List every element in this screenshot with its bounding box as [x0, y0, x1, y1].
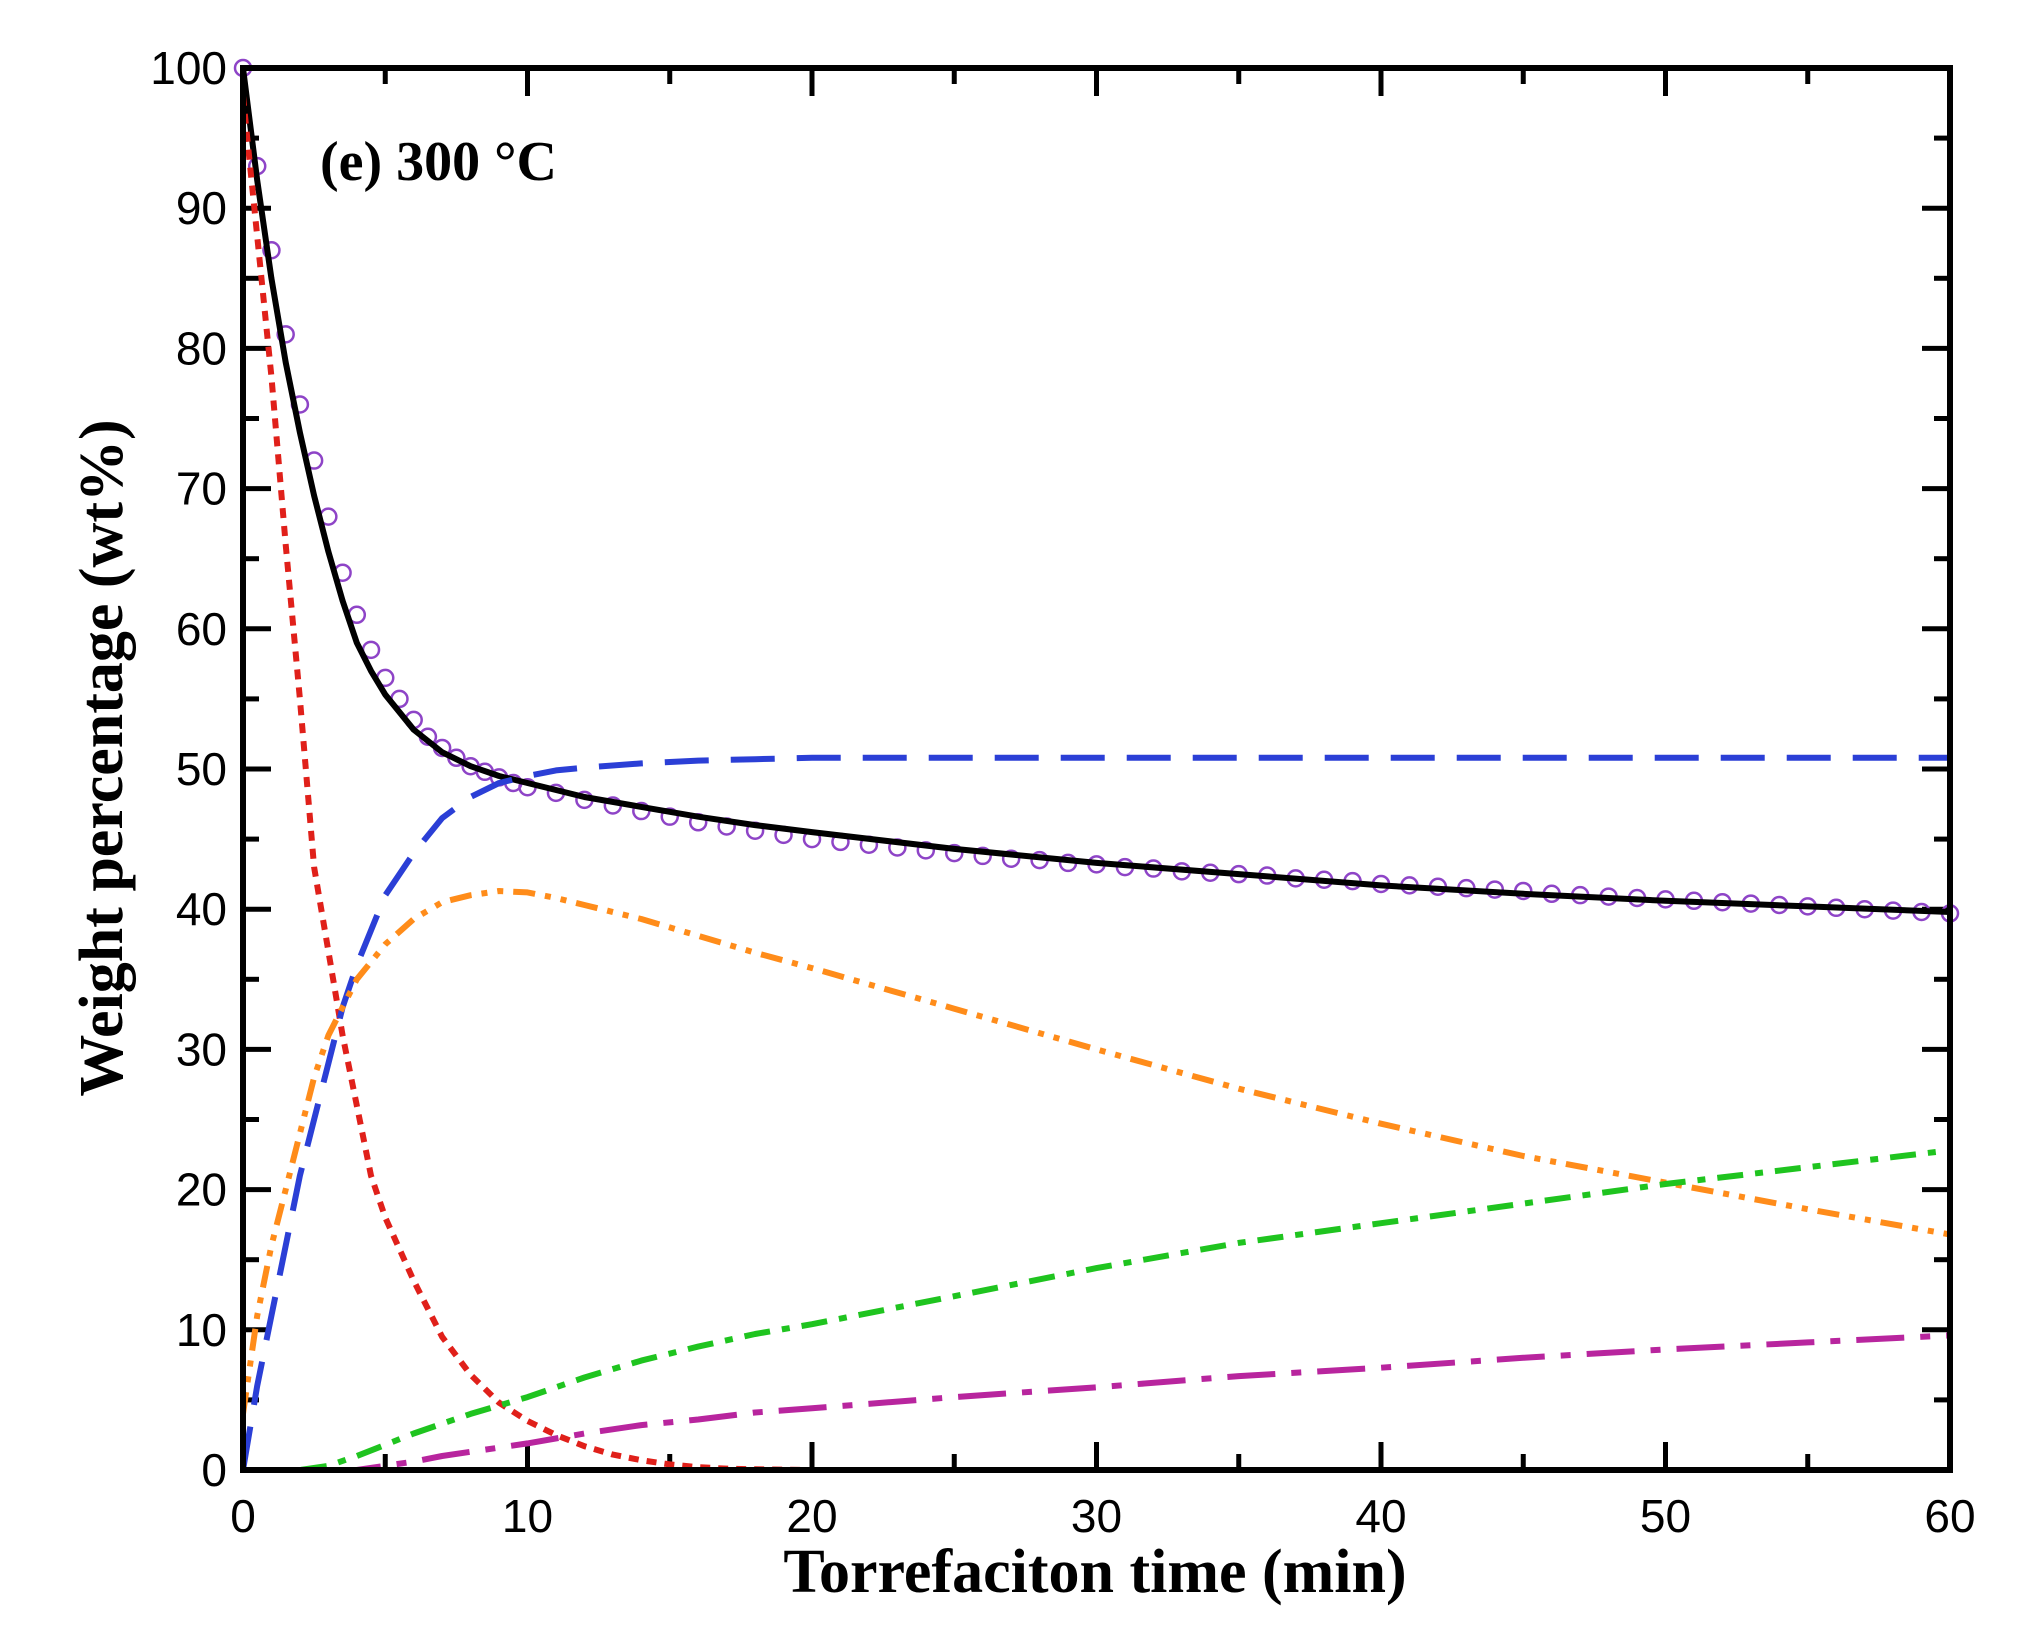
y-tick-label: 80 — [176, 322, 227, 374]
data-point — [660, 807, 679, 826]
y-tick-label: 70 — [176, 463, 227, 515]
y-tick-label: 100 — [150, 42, 227, 94]
data-point — [973, 846, 992, 866]
data-point — [945, 843, 964, 863]
y-tick-label: 20 — [176, 1164, 227, 1216]
x-axis-title: Torrefaciton time (min) — [783, 1538, 1406, 1606]
y-tick-label: 50 — [176, 743, 227, 795]
data-point — [1001, 849, 1021, 868]
x-tick-label: 10 — [502, 1490, 553, 1542]
y-tick-label: 30 — [176, 1023, 227, 1075]
series-line-intermediate — [240, 754, 1950, 1471]
series-line-volatile-1 — [240, 888, 1951, 1415]
series-line-char — [243, 1147, 1951, 1473]
data-point — [276, 325, 295, 344]
series-line-hemicellulose — [240, 95, 813, 1473]
y-tick-label: 10 — [176, 1304, 227, 1356]
plot-frame — [240, 65, 1953, 1473]
x-tick-label: 20 — [786, 1490, 837, 1542]
series-layer — [233, 58, 1960, 1473]
y-tick-label: 0 — [201, 1444, 227, 1496]
y-tick-label: 60 — [176, 603, 227, 655]
series-line-total-model- — [240, 67, 1951, 915]
x-tick-label: 30 — [1071, 1490, 1122, 1542]
y-axis-title: Weight percentage (wt%) — [68, 419, 136, 1096]
chart-annotation: (e) 300 °C — [320, 131, 557, 193]
y-tick-label: 90 — [176, 182, 227, 234]
x-tick-label: 0 — [230, 1490, 256, 1542]
x-tick-label: 50 — [1640, 1490, 1691, 1542]
data-point — [916, 841, 936, 860]
series-line-volatile-2 — [243, 1332, 1951, 1473]
x-tick-label: 40 — [1355, 1490, 1406, 1542]
x-tick-labels: 0 10 20 30 40 50 60 — [230, 1490, 1975, 1542]
y-tick-labels: 0 10 20 30 40 50 60 70 80 90 100 — [150, 42, 227, 1496]
x-tick-label: 60 — [1924, 1490, 1975, 1542]
y-tick-label: 40 — [176, 883, 227, 935]
